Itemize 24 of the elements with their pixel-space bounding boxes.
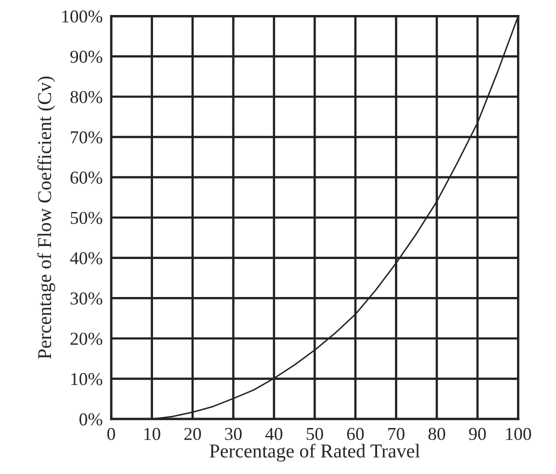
y-tick-label: 50%: [70, 212, 102, 224]
x-tick-label: 100: [506, 428, 532, 440]
y-tick-label: 30%: [70, 292, 102, 305]
y-tick-label: 80%: [70, 90, 102, 104]
y-tick-label: 10%: [71, 372, 102, 386]
y-axis-title: Percentage of Flow Coefficient (Cv): [37, 76, 56, 359]
y-tick-label: 60%: [70, 172, 102, 184]
y-tick-label: 20%: [70, 332, 102, 345]
y-tick-label: 100%: [62, 10, 102, 23]
y-tick-label: 40%: [70, 252, 102, 264]
x-tick-label: 40: [265, 428, 282, 440]
x-tick-label: 80: [428, 428, 446, 440]
x-tick-label: 60: [347, 428, 364, 440]
x-tick-label: 0: [107, 428, 116, 440]
x-axis-title: Percentage of Rated Travel: [210, 444, 420, 462]
x-tick-label: 70: [388, 428, 404, 440]
y-tick-label: 70%: [70, 131, 102, 144]
x-tick-label: 90: [469, 428, 486, 440]
x-tick-label: 10: [144, 428, 160, 440]
x-tick-label: 50: [306, 428, 324, 440]
x-tick-label: 20: [184, 428, 201, 440]
y-tick-label: 0%: [79, 413, 102, 426]
x-tick-label: 30: [225, 428, 242, 440]
y-tick-label: 90%: [70, 50, 102, 63]
